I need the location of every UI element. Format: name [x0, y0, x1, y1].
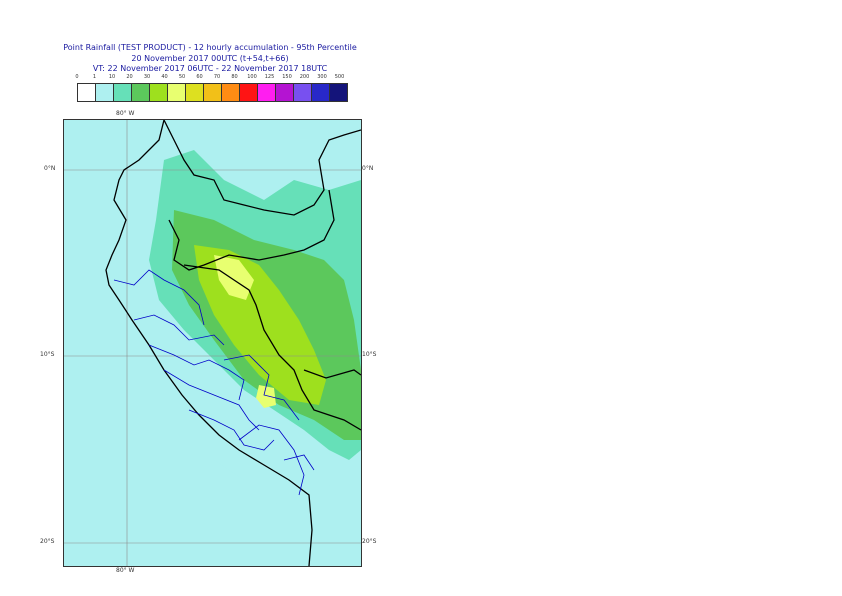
legend-swatch-10	[258, 84, 276, 101]
legend-swatch-3	[132, 84, 150, 101]
rainfall-zone-40-50mm	[214, 255, 276, 408]
legend-threshold-7: 60	[196, 74, 203, 80]
legend-threshold-4: 30	[143, 74, 151, 80]
legend-threshold-11: 125	[264, 74, 275, 80]
legend-swatch-5	[168, 84, 186, 101]
chart-title: Point Rainfall (TEST PRODUCT) - 12 hourl…	[63, 43, 357, 52]
legend-threshold-5: 40	[161, 74, 168, 80]
lat-label-left-20s: 20°S	[40, 538, 55, 545]
legend-threshold-0: 0	[75, 74, 79, 80]
rainfall-map	[63, 119, 362, 567]
base-time-label: 20 November 2017 00UTC (t+54,t+66)	[131, 54, 289, 63]
legend-swatch-12	[294, 84, 312, 101]
legend-threshold-14: 300	[317, 74, 327, 80]
legend-threshold-2: 10	[108, 74, 116, 80]
legend-swatch-0	[78, 84, 96, 101]
legend-threshold-1: 1	[92, 74, 97, 80]
legend-swatch-11	[276, 84, 294, 101]
legend-swatch-4	[150, 84, 168, 101]
legend-threshold-6: 50	[178, 74, 186, 80]
legend-threshold-9: 80	[231, 74, 238, 80]
legend-threshold-13: 200	[299, 74, 310, 80]
lat-label-left-0: 0°N	[44, 165, 56, 172]
valid-time-label: VT: 22 November 2017 06UTC - 22 November…	[92, 64, 328, 73]
legend-swatch-14	[330, 84, 347, 101]
lat-label-right-0: 0°N	[362, 165, 374, 172]
map-canvas	[64, 120, 361, 566]
legend-swatch-8	[222, 84, 240, 101]
country-borders	[105, 120, 361, 566]
lon-label-top: 80° W	[116, 110, 135, 117]
legend-swatch-2	[114, 84, 132, 101]
lon-label-bottom: 80° W	[116, 567, 135, 574]
legend-threshold-3: 20	[126, 74, 133, 80]
legend-threshold-8: 70	[213, 74, 221, 80]
lat-label-right-10s: 10°S	[362, 351, 377, 358]
legend-swatch-9	[240, 84, 258, 101]
lat-label-right-20s: 20°S	[362, 538, 377, 545]
lat-label-left-10s: 10°S	[40, 351, 55, 358]
legend-swatch-6	[186, 84, 204, 101]
region-borders	[113, 269, 315, 496]
legend-swatch-7	[204, 84, 222, 101]
legend-color-bar	[77, 83, 348, 102]
legend-threshold-10: 100	[247, 74, 257, 80]
legend-threshold-15: 500	[334, 74, 345, 80]
legend-swatch-13	[312, 84, 330, 101]
legend-threshold-12: 150	[282, 74, 292, 80]
legend-threshold-labels: 0 1 10 20 30 40 50 60 70 80 100 125 150 200 300 500	[74, 74, 354, 82]
legend-swatch-1	[96, 84, 114, 101]
